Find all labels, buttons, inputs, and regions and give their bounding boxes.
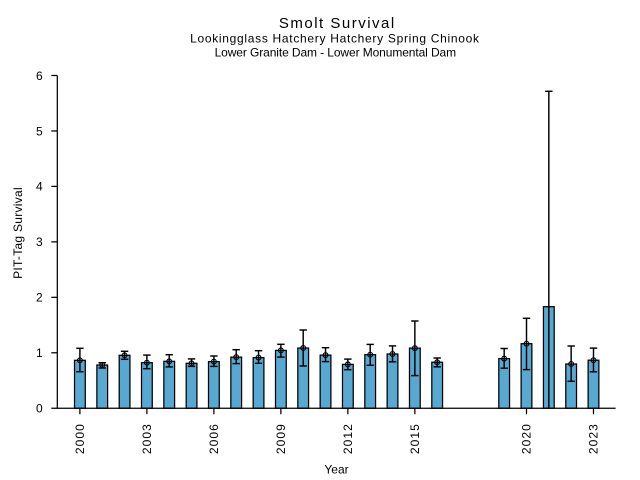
svg-text:0: 0 bbox=[36, 402, 43, 416]
svg-text:2023: 2023 bbox=[586, 423, 600, 454]
svg-text:Year: Year bbox=[324, 463, 348, 477]
svg-text:PIT-Tag Survival: PIT-Tag Survival bbox=[11, 187, 25, 279]
svg-text:2012: 2012 bbox=[341, 423, 355, 454]
svg-text:Smolt Survival: Smolt Survival bbox=[279, 15, 396, 32]
svg-text:3: 3 bbox=[36, 235, 43, 249]
svg-text:5: 5 bbox=[36, 124, 43, 138]
svg-text:Lookingglass Hatchery Hatchery: Lookingglass Hatchery Hatchery Spring Ch… bbox=[190, 32, 480, 46]
svg-text:2003: 2003 bbox=[140, 423, 154, 454]
svg-text:2006: 2006 bbox=[207, 423, 221, 454]
svg-text:2009: 2009 bbox=[274, 423, 288, 454]
svg-text:4: 4 bbox=[36, 180, 43, 194]
svg-text:Lower Granite Dam - Lower Monu: Lower Granite Dam - Lower Monumental Dam bbox=[215, 46, 457, 60]
svg-text:2020: 2020 bbox=[520, 423, 534, 454]
svg-text:6: 6 bbox=[36, 69, 43, 83]
svg-text:1: 1 bbox=[36, 346, 43, 360]
svg-text:2000: 2000 bbox=[73, 423, 87, 454]
svg-text:2: 2 bbox=[36, 291, 43, 305]
svg-text:2015: 2015 bbox=[408, 423, 422, 454]
